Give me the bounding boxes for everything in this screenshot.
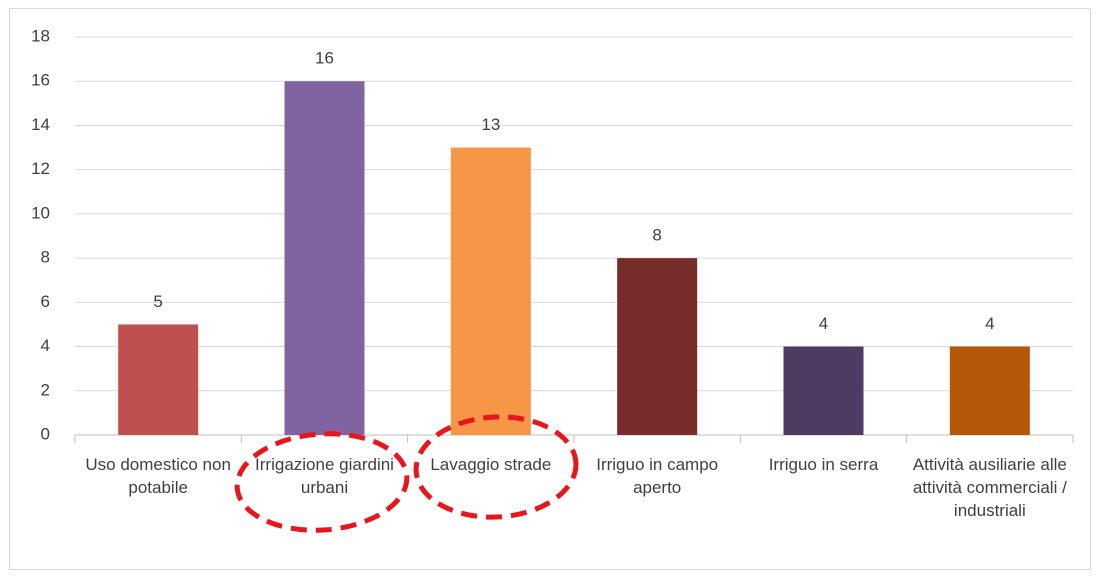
data-label: 4 <box>819 314 828 333</box>
x-tick-label: Irrigazione giardini urbani <box>255 455 394 497</box>
y-tick-label: 2 <box>41 380 50 399</box>
highlight-ellipse <box>413 414 579 520</box>
y-tick-label: 4 <box>41 336 50 355</box>
x-tick-label: Uso domestico non potabile <box>85 455 231 497</box>
data-label: 8 <box>652 226 661 245</box>
x-tick-label: Irriguo in campo aperto <box>596 455 718 497</box>
bar <box>284 81 365 435</box>
bar <box>783 346 864 435</box>
x-tick-label: Lavaggio strade <box>430 455 551 474</box>
plot: 0 2 4 6 8 10 12 14 16 18 Uso domestico non potabile… <box>31 26 1074 520</box>
data-label: 4 <box>985 314 994 333</box>
y-tick-label: 6 <box>41 292 50 311</box>
data-label: 5 <box>153 292 162 311</box>
y-tick-label: 10 <box>31 203 50 222</box>
bar <box>617 258 698 435</box>
y-tick-label: 18 <box>31 26 50 45</box>
data-label: 13 <box>481 115 500 134</box>
highlight-ellipse <box>234 431 410 533</box>
bar <box>118 324 199 435</box>
y-tick-label: 14 <box>31 115 50 134</box>
x-tick-label: Irriguo in serra <box>769 455 879 474</box>
bar <box>450 147 531 436</box>
chart-frame <box>9 8 1091 570</box>
bar <box>949 346 1030 435</box>
y-tick-label: 0 <box>41 424 50 443</box>
y-tick-label: 12 <box>31 159 50 178</box>
x-tick-label: Attività ausiliarie alle attività commerc… <box>913 455 1067 520</box>
y-tick-label: 8 <box>41 248 50 267</box>
data-label: 16 <box>315 49 334 68</box>
y-tick-label: 16 <box>31 71 50 90</box>
